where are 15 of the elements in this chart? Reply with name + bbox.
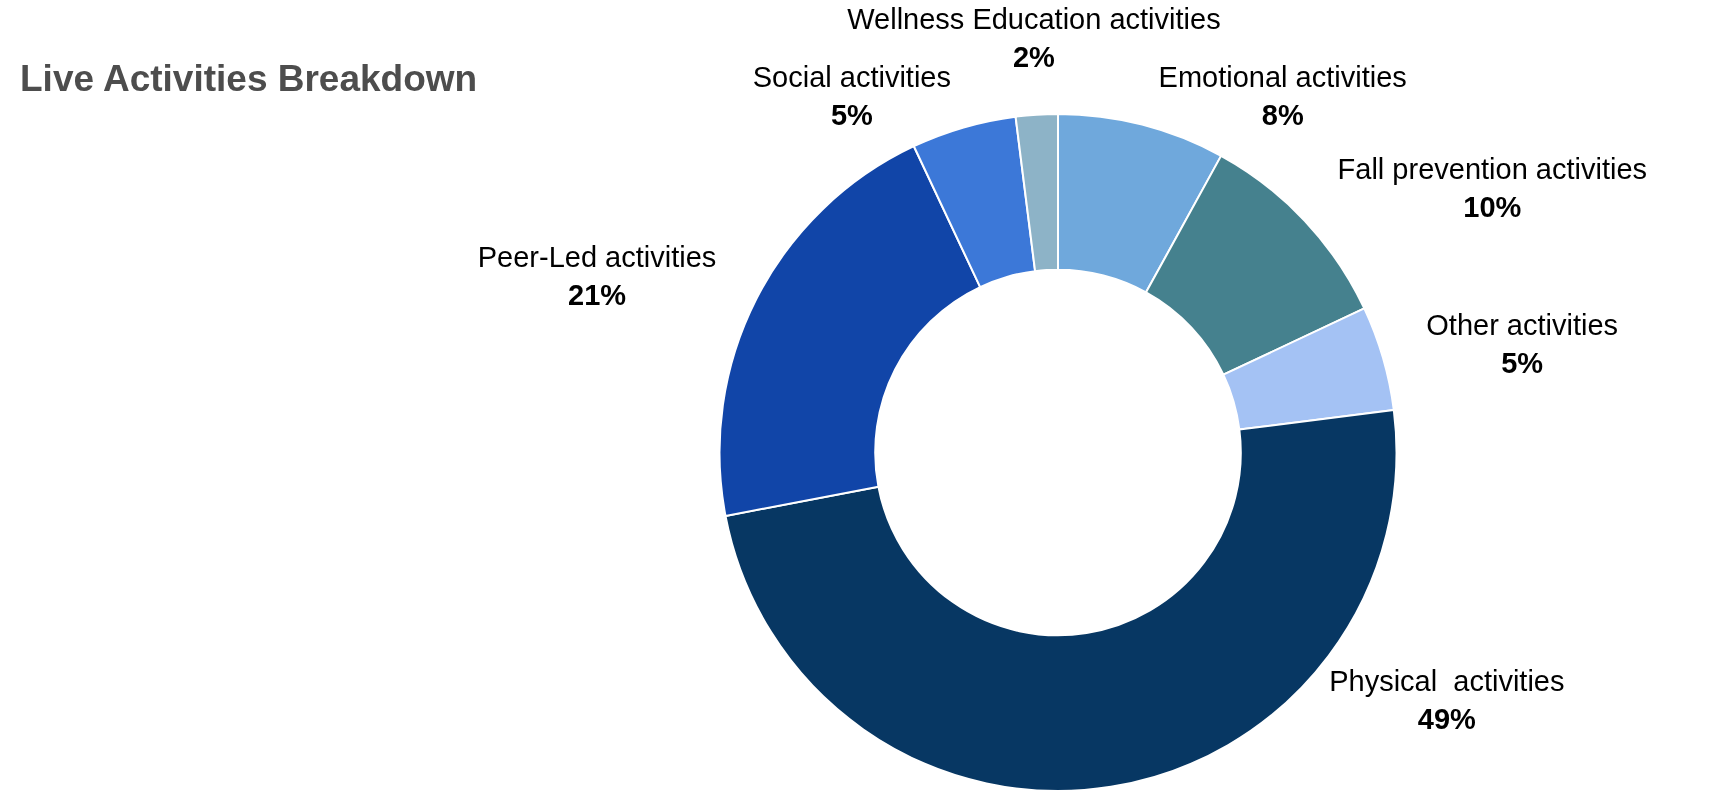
data-label: 2% (1012, 41, 1056, 73)
data-label: 8% (1261, 99, 1304, 131)
slice-label: Emotional activities (1158, 61, 1407, 93)
slice-label: Fall prevention activities (1337, 152, 1648, 185)
data-label: 49% (1417, 703, 1477, 735)
text: Live Activities Breakdown (20, 58, 478, 100)
slice-label: Social activities (752, 61, 952, 93)
slice-label: Physical activities (1329, 665, 1565, 697)
data-label: 10% (1463, 190, 1522, 223)
data-label: 5% (830, 99, 874, 131)
data-label: 5% (1501, 346, 1544, 379)
data-label: 21% (568, 279, 627, 312)
slice-label: Peer-Led activities (477, 241, 717, 274)
slice-label: Wellness Education activities (847, 3, 1221, 35)
slice-label: Other activities (1426, 308, 1619, 341)
